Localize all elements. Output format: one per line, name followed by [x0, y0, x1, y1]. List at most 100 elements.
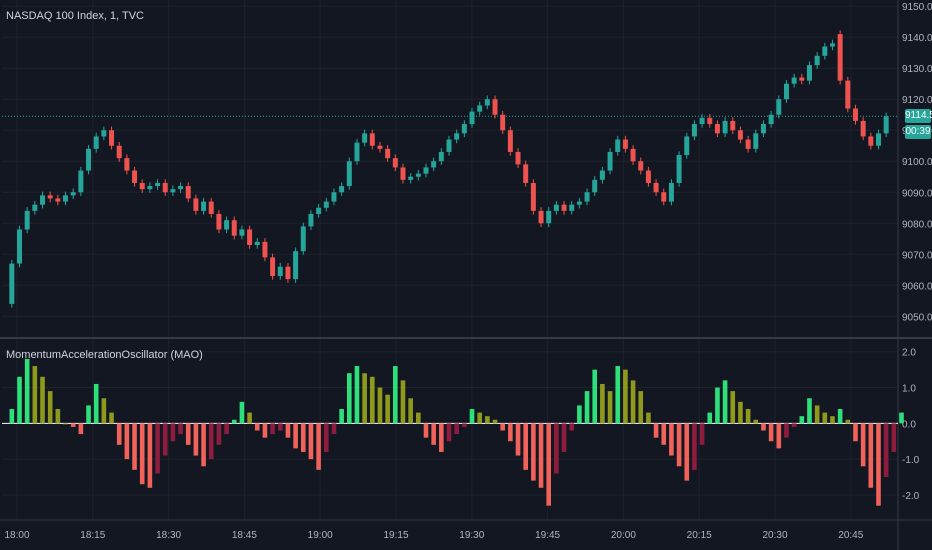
osc-bar	[876, 423, 881, 506]
x-tick-label: 19:45	[535, 530, 560, 541]
candle-body	[883, 116, 889, 134]
osc-bar	[822, 412, 828, 424]
candle-body	[331, 192, 337, 202]
osc-bar	[577, 405, 582, 424]
osc-bar	[323, 423, 329, 452]
osc-bar	[101, 398, 107, 424]
x-tick-label: 19:15	[383, 530, 408, 541]
candle-body	[523, 164, 529, 183]
osc-bar	[400, 380, 406, 424]
osc-bar	[55, 409, 61, 424]
candle-body	[300, 226, 306, 252]
osc-bar	[584, 391, 590, 424]
candle-body	[162, 182, 168, 193]
candle-body	[768, 114, 774, 125]
price-tick-label: 9140.0	[902, 33, 932, 44]
candle-body	[653, 182, 659, 193]
osc-bar	[423, 423, 429, 438]
candle-body	[178, 186, 184, 190]
osc-bar	[40, 376, 45, 424]
candle-body	[277, 266, 283, 276]
x-tick-label: 20:30	[762, 530, 787, 541]
candle-body	[684, 136, 690, 156]
osc-bar	[600, 383, 605, 424]
x-tick-label: 18:15	[80, 530, 105, 541]
osc-bar	[768, 423, 774, 442]
candle-body	[676, 155, 682, 183]
candle-body	[216, 213, 222, 230]
osc-bar	[331, 423, 337, 435]
price-tick-label: 9120.0	[902, 95, 932, 106]
osc-bar	[339, 409, 344, 424]
candle-body	[9, 263, 15, 304]
osc-bar	[408, 398, 413, 424]
candle-body	[799, 77, 805, 81]
candle-body	[546, 210, 552, 224]
candle-body	[247, 229, 253, 245]
candle-body	[806, 65, 812, 81]
candle-body	[668, 182, 674, 202]
candle-body	[101, 130, 107, 137]
osc-bar	[715, 387, 720, 424]
osc-bar	[745, 409, 751, 424]
candle-body	[691, 124, 697, 137]
osc-bar	[70, 423, 76, 427]
osc-bar	[791, 423, 797, 427]
candle-body	[477, 105, 483, 112]
price-tick-label: 9070.0	[902, 250, 932, 261]
price-tick-label: 9050.0	[902, 312, 932, 323]
candle-body	[622, 139, 628, 149]
osc-bar	[316, 423, 321, 470]
candle-body	[285, 266, 291, 280]
osc-bar	[370, 376, 375, 424]
candle-body	[262, 241, 268, 258]
candle-body	[791, 77, 797, 84]
osc-bar	[462, 423, 467, 427]
osc-bar	[254, 423, 260, 431]
osc-bar	[607, 391, 613, 424]
osc-bar	[109, 412, 114, 424]
candle-body	[208, 201, 214, 214]
osc-bar	[208, 423, 214, 460]
candle-body	[576, 201, 582, 205]
osc-bar	[454, 423, 459, 435]
osc-bar	[561, 423, 567, 452]
osc-bar	[216, 423, 222, 445]
osc-bar	[653, 423, 659, 438]
candle-body	[70, 192, 76, 196]
candle-body	[776, 99, 782, 115]
x-tick-label: 20:45	[838, 530, 863, 541]
candle-body	[346, 161, 352, 187]
candle-body	[63, 195, 69, 202]
candle-body	[500, 114, 506, 131]
x-tick-label: 18:45	[232, 530, 257, 541]
candle-body	[530, 182, 536, 211]
osc-bar	[538, 423, 544, 488]
candle-body	[507, 130, 513, 152]
osc-bar	[224, 423, 229, 435]
candle-body	[24, 210, 30, 230]
candle-body	[40, 195, 46, 205]
candle-body	[730, 120, 736, 131]
osc-bar	[630, 380, 636, 424]
price-tick-label: 9100.0	[902, 157, 932, 168]
osc-bar	[124, 423, 130, 460]
osc-bar	[761, 423, 766, 431]
x-tick-label: 18:00	[4, 530, 29, 541]
candle-body	[822, 46, 828, 56]
osc-bar	[293, 423, 298, 449]
candle-body	[86, 148, 92, 171]
candle-body	[124, 158, 130, 171]
x-tick-label: 20:15	[687, 530, 712, 541]
osc-bar	[830, 416, 835, 424]
osc-tick-label: -2.0	[902, 491, 920, 502]
osc-bar	[47, 391, 53, 424]
candle-body	[446, 139, 452, 152]
osc-bar	[722, 380, 728, 424]
osc-bar	[362, 373, 367, 424]
candle-body	[431, 161, 437, 168]
osc-bar	[699, 423, 705, 445]
osc-bar	[300, 423, 306, 452]
candle-body	[484, 99, 490, 106]
